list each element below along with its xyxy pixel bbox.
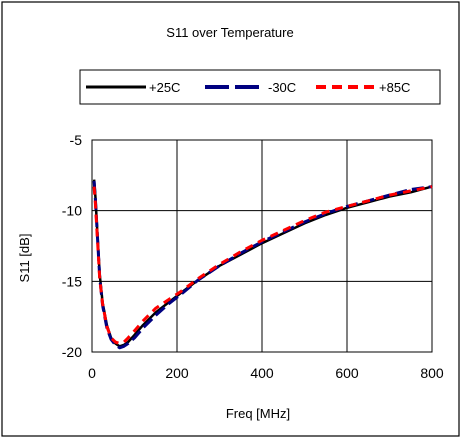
y-axis-label: S11 [dB] [17, 234, 32, 283]
x-tick-label: 400 [250, 365, 274, 381]
plot-area: 0 200 400 600 800 -5 -10 -15 -20 [62, 132, 444, 381]
y-tick-label: -15 [62, 273, 82, 289]
x-tick-label: 0 [88, 365, 96, 381]
x-tick-label: 600 [335, 365, 359, 381]
series-line-85C [92, 185, 433, 345]
chart-title: S11 over Temperature [166, 25, 293, 40]
x-axis-label: Freq [MHz] [226, 406, 290, 421]
x-tick-label: 200 [165, 365, 189, 381]
y-tick-label: -5 [70, 132, 83, 148]
legend-label: +85C [379, 80, 410, 95]
y-tick-label: -20 [62, 344, 82, 360]
legend-label: +25C [149, 80, 180, 95]
x-tick-label: 800 [420, 365, 444, 381]
legend: +25C -30C +85C [79, 69, 441, 105]
legend-label: -30C [268, 80, 296, 95]
y-tick-label: -10 [62, 203, 82, 219]
